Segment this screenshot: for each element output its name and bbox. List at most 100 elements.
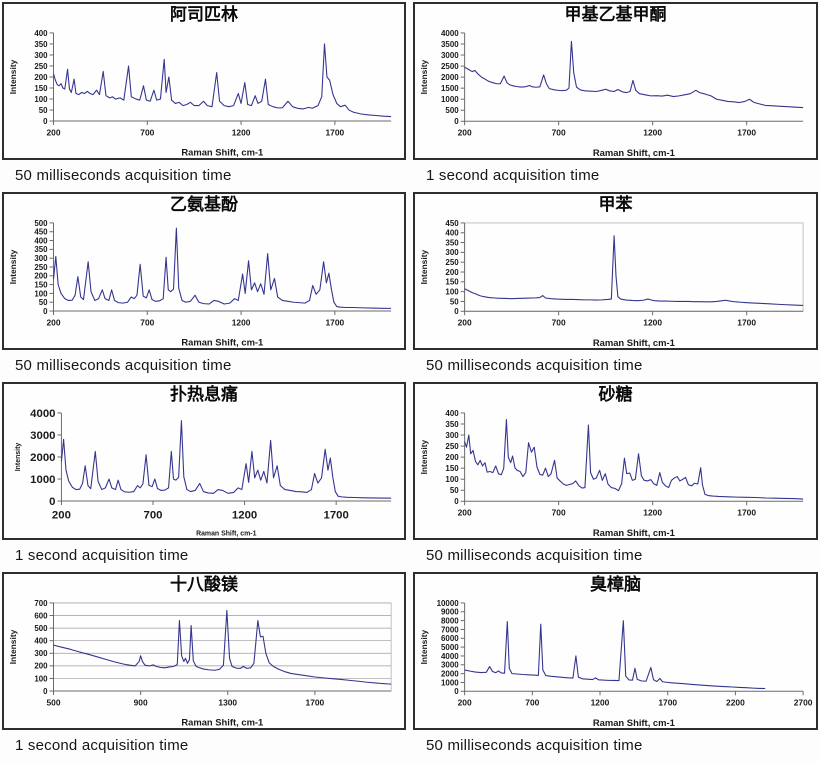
x-tick-label: 1200 — [643, 508, 662, 518]
raman-spectrum-chart: 0 50 100 150 200 250 300 350 400 450 500 200 700 1200… — [4, 216, 404, 348]
x-axis-label: Raman Shift, cm-1 — [181, 147, 263, 158]
acquisition-time-caption: 50 milliseconds acquisition time — [426, 357, 643, 374]
raman-spectrum-chart: 0 50 100 150 200 250 300 350 400 450 200 700 1200 170… — [415, 216, 816, 348]
x-tick-label: 700 — [140, 317, 154, 327]
x-tick-label: 500 — [46, 697, 60, 707]
x-tick-label: 1700 — [326, 127, 345, 137]
y-tick-label: 100 — [34, 95, 48, 104]
spectrum-line — [464, 235, 804, 306]
x-tick-label: 700 — [552, 318, 566, 328]
y-tick-label: 0 — [49, 496, 55, 508]
y-tick-label: 50 — [39, 298, 48, 307]
raman-spectrum-chart: 0 100 200 300 400 500 600 700 500 900 1300 1700 Rama… — [4, 596, 404, 728]
x-tick-label: 1200 — [232, 317, 251, 327]
y-tick-label: 150 — [445, 464, 459, 473]
y-tick-label: 4000 — [441, 652, 459, 661]
x-tick-label: 1200 — [232, 509, 257, 521]
y-tick-label: 10000 — [437, 599, 460, 608]
x-tick-label: 1700 — [658, 698, 677, 708]
x-tick-label: 200 — [46, 317, 60, 327]
spectrum-cell-camphor: 臭樟脑 0 1000 2000 3000 4000 5000 6000 7000 8000 900… — [413, 572, 818, 762]
spectrum-svg: 0 1000 2000 3000 4000 200 700 1200 1700 Raman Shi… — [15, 408, 392, 538]
x-tick-label: 700 — [552, 128, 566, 138]
acquisition-time-caption: 1 second acquisition time — [15, 547, 189, 564]
y-tick-label: 100 — [445, 288, 459, 297]
x-tick-label: 200 — [458, 128, 472, 138]
spectrum-line — [52, 227, 392, 309]
y-tick-label: 300 — [34, 51, 48, 60]
x-axis-label: Raman Shift, cm-1 — [593, 717, 675, 728]
x-tick-label: 1200 — [232, 127, 251, 137]
raman-spectrum-chart: 0 1000 2000 3000 4000 200 700 1200 1700 Raman Shi… — [4, 406, 404, 538]
acquisition-time-caption: 50 milliseconds acquisition time — [15, 357, 232, 374]
spectrum-line — [53, 609, 392, 685]
spectrum-panel: 甲苯 0 50 100 150 200 250 300 350 400 450 200 700 1200… — [413, 192, 818, 350]
y-tick-label: 5000 — [441, 643, 459, 652]
spectrum-cell-magnesium-stearate: 十八酸镁 0 100 200 300 400 500 600 700 500 900 1300 170… — [2, 572, 406, 762]
chart-title: 甲基乙基甲酮 — [564, 5, 667, 25]
y-tick-label: 400 — [34, 236, 48, 245]
raman-spectrum-chart: 0 50 100 150 200 250 300 350 400 200 700 1200 1700 Ra… — [415, 406, 816, 538]
y-axis-label: Intensity — [8, 629, 18, 664]
y-tick-label: 0 — [454, 307, 459, 316]
spectrum-line — [464, 40, 804, 109]
x-axis-label: Raman Shift, cm-1 — [181, 337, 263, 348]
y-tick-label: 8000 — [441, 616, 459, 625]
y-tick-label: 600 — [34, 611, 48, 620]
y-tick-label: 200 — [34, 73, 48, 82]
spectrum-cell-acetaminophenol: 乙氨基酚 0 50 100 150 200 250 300 350 400 450 500 200 70… — [2, 192, 406, 382]
x-tick-label: 1200 — [591, 698, 610, 708]
y-tick-label: 50 — [450, 486, 459, 495]
y-tick-label: 2000 — [441, 669, 459, 678]
spectrum-panel: 乙氨基酚 0 50 100 150 200 250 300 350 400 450 500 200 70… — [2, 192, 406, 350]
spectrum-svg: 0 500 1000 1500 2000 2500 3000 3500 4000 200 700 12… — [419, 29, 804, 158]
chart-title: 扑热息痛 — [170, 385, 238, 405]
y-tick-label: 1000 — [30, 474, 55, 486]
spectrum-line — [60, 420, 392, 499]
y-tick-label: 2000 — [30, 452, 55, 464]
y-tick-label: 0 — [454, 497, 459, 506]
spectrum-cell-sugar: 砂糖 0 50 100 150 200 250 300 350 400 200 700 1200 170… — [413, 382, 818, 572]
y-tick-label: 400 — [34, 637, 48, 646]
y-tick-label: 250 — [34, 62, 48, 71]
spectrum-svg: 0 50 100 150 200 250 300 350 400 200 700 1200 1700 Ra… — [8, 29, 392, 158]
raman-spectrum-chart: 0 1000 2000 3000 4000 5000 6000 7000 8000 9000 100… — [415, 596, 816, 728]
x-tick-label: 200 — [46, 127, 60, 137]
x-tick-label: 200 — [52, 509, 71, 521]
x-tick-label: 900 — [134, 697, 148, 707]
x-tick-label: 2200 — [726, 698, 745, 708]
x-tick-label: 200 — [458, 508, 472, 518]
y-tick-label: 200 — [445, 453, 459, 462]
y-tick-label: 250 — [445, 442, 459, 451]
x-tick-label: 700 — [140, 127, 154, 137]
y-tick-label: 150 — [34, 280, 48, 289]
y-tick-label: 0 — [43, 307, 48, 316]
spectrum-panel: 臭樟脑 0 1000 2000 3000 4000 5000 6000 7000 8000 900… — [413, 572, 818, 730]
y-axis-label: Intensity — [419, 439, 429, 474]
y-tick-label: 300 — [445, 431, 459, 440]
y-tick-label: 2500 — [441, 62, 459, 71]
x-tick-label: 700 — [144, 509, 163, 521]
chart-title: 十八酸镁 — [170, 575, 238, 595]
spectrum-panel: 阿司匹林 0 50 100 150 200 250 300 350 400 200 700 1200 1… — [2, 2, 406, 160]
acquisition-time-caption: 50 milliseconds acquisition time — [426, 737, 643, 754]
y-tick-label: 450 — [445, 219, 459, 228]
x-axis-label: Raman Shift, cm-1 — [593, 147, 675, 158]
y-tick-label: 200 — [445, 268, 459, 277]
x-tick-label: 200 — [458, 318, 472, 328]
spectrum-line — [464, 419, 804, 500]
raman-spectrum-chart: 0 500 1000 1500 2000 2500 3000 3500 4000 200 700 12… — [415, 26, 816, 158]
y-tick-label: 0 — [454, 687, 459, 696]
x-tick-label: 1700 — [324, 509, 349, 521]
spectrum-panel: 十八酸镁 0 100 200 300 400 500 600 700 500 900 1300 170… — [2, 572, 406, 730]
x-tick-label: 1700 — [326, 317, 345, 327]
y-tick-label: 50 — [39, 106, 48, 115]
y-tick-label: 300 — [34, 254, 48, 263]
y-tick-label: 350 — [445, 238, 459, 247]
y-tick-label: 150 — [34, 84, 48, 93]
y-tick-label: 1000 — [441, 678, 459, 687]
x-axis-label: Raman Shift, cm-1 — [593, 527, 675, 538]
